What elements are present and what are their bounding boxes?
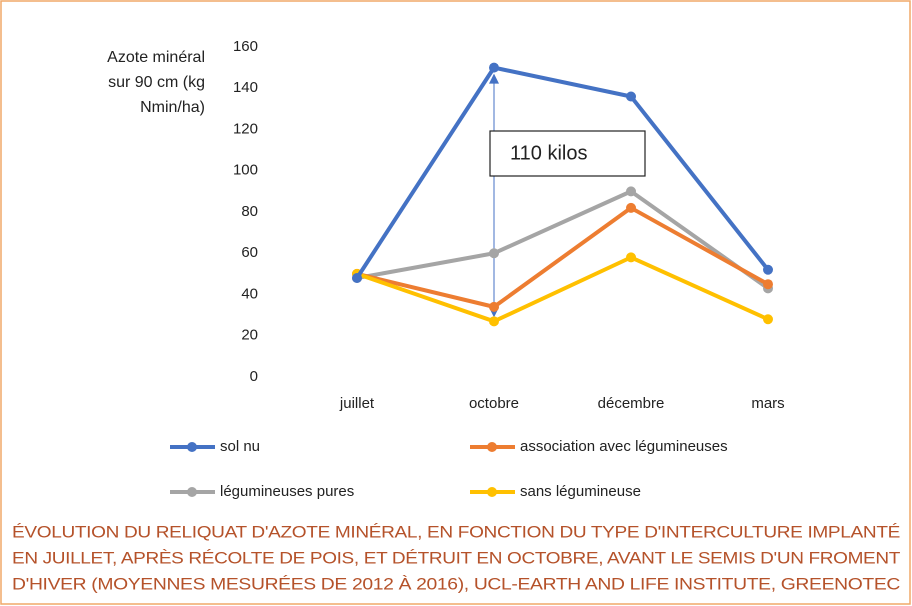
point	[626, 186, 636, 197]
caption: ÉVOLUTION DU RELIQUAT D'AZOTE MINÉRAL, E…	[12, 522, 900, 541]
legend-label: légumineuses pures	[220, 483, 354, 500]
y-tick-label: 120	[233, 120, 258, 137]
series-line	[356, 205, 769, 309]
annotation-box	[489, 130, 646, 177]
point	[626, 252, 636, 263]
point	[352, 273, 362, 283]
legend-label: sans légumineuse	[520, 483, 641, 500]
y-tick-label: 160	[233, 38, 258, 55]
series-line	[356, 189, 770, 290]
y-tick-label: 60	[241, 244, 258, 261]
y-axis-label: Azote minéral	[107, 49, 205, 66]
x-tick-label: juillet	[339, 395, 375, 412]
point	[489, 316, 499, 327]
point	[763, 264, 773, 275]
y-axis-label: Nmin/ha)	[140, 99, 205, 116]
caption: D'HIVER (MOYENNES MESURÉES DE 2012 À 201…	[12, 574, 900, 593]
x-tick-label: mars	[751, 395, 784, 412]
point	[763, 279, 773, 290]
legend-marker	[487, 487, 497, 497]
point	[489, 248, 499, 259]
x-tick-label: octobre	[469, 395, 519, 412]
legend-marker	[187, 442, 197, 452]
point	[489, 62, 499, 73]
series-line	[355, 65, 770, 280]
legend-label: association avec légumineuses	[520, 438, 728, 455]
legend-label: sol nu	[220, 438, 260, 455]
series-line	[356, 255, 769, 324]
caption: EN JUILLET, APRÈS RÉCOLTE DE POIS, ET DÉ…	[12, 548, 900, 567]
y-tick-label: 20	[241, 327, 258, 344]
y-tick-label: 100	[233, 162, 258, 179]
y-tick-label: 140	[233, 79, 258, 96]
y-tick-label: 0	[250, 368, 258, 385]
annotation: 110 kilos	[510, 142, 587, 164]
legend-marker	[487, 442, 497, 452]
point	[489, 301, 499, 312]
legend-marker	[187, 487, 197, 497]
y-axis-label: sur 90 cm (kg	[108, 74, 205, 91]
arrow-head	[489, 73, 499, 84]
point	[626, 91, 636, 102]
y-tick-label: 40	[241, 285, 258, 302]
x-tick-label: décembre	[598, 395, 665, 412]
point	[626, 202, 636, 213]
y-tick-label: 80	[241, 203, 258, 220]
point	[763, 314, 773, 325]
